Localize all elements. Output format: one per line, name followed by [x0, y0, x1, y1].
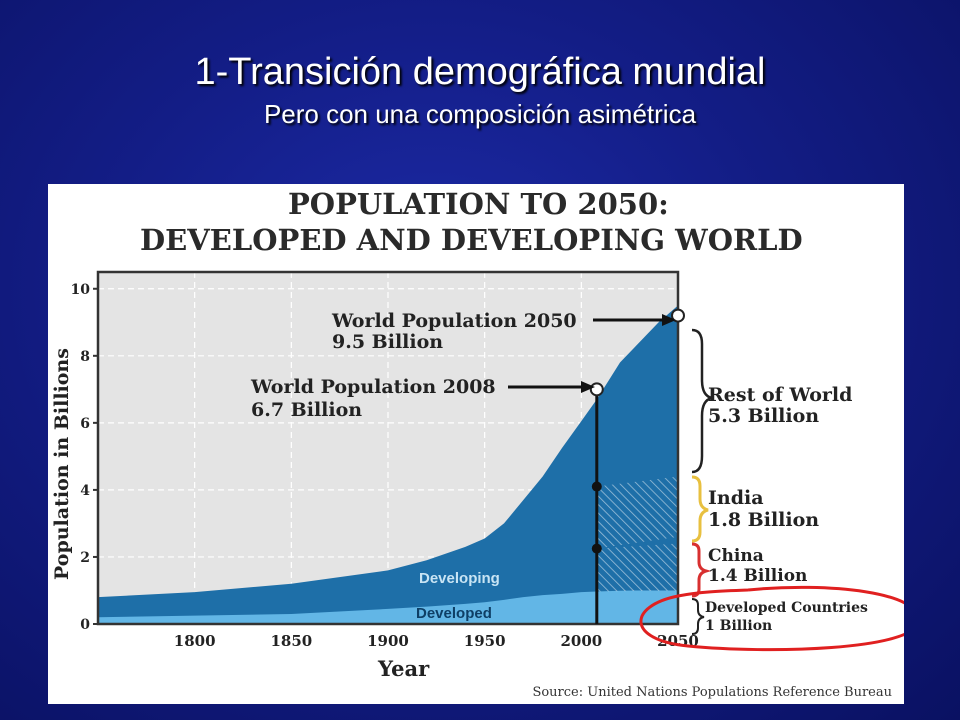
chart-figure: POPULATION TO 2050: DEVELOPED AND DEVELO…: [48, 184, 904, 704]
y-tick-label: 2: [80, 550, 90, 566]
y-axis-title: Population in Billions: [51, 348, 73, 580]
breakdown-rest-value: 5.3 Billion: [708, 405, 819, 427]
hatch-layer: [596, 476, 678, 592]
marker-filled: [591, 543, 602, 554]
y-tick-label: 6: [80, 416, 90, 432]
y-tick-label: 10: [71, 282, 91, 298]
annotation-wp2008-line2: 6.7 Billion: [251, 399, 362, 421]
breakdown-china-label: China: [708, 546, 764, 566]
area-developing: [98, 305, 678, 624]
plot-frame: [96, 270, 680, 626]
highlight-circle: [639, 585, 904, 652]
breakdown-china-value: 1.4 Billion: [708, 566, 807, 586]
chart-title-line1: POPULATION TO 2050:: [288, 187, 669, 221]
chart-title-line2: DEVELOPED AND DEVELOPING WORLD: [140, 223, 803, 257]
marker-layer: [589, 308, 685, 554]
breakdown-india-label: India: [708, 487, 764, 509]
brace-rest-of-world: [691, 328, 713, 474]
marker-open: [589, 382, 604, 397]
annotation-wp2050-line1: World Population 2050: [331, 310, 577, 332]
slide-title: 1-Transición demográfica mundial: [194, 51, 766, 93]
y-tick-label: 4: [80, 483, 90, 499]
x-tick-label: 1950: [464, 632, 506, 650]
arrow-2050-head: [662, 314, 676, 326]
x-axis-title: Year: [377, 656, 430, 681]
y-tick-label: 8: [80, 349, 90, 365]
breakdown-rest-label: Rest of World: [708, 384, 852, 406]
x-tick-label: 2000: [560, 632, 602, 650]
annotation-wp2050-line2: 9.5 Billion: [332, 331, 443, 353]
hatch-china: [596, 543, 678, 592]
brace-developed: [691, 598, 705, 635]
area-label-developing: Developing: [419, 570, 500, 587]
marker-filled: [591, 481, 602, 492]
x-tick-label: 1900: [367, 632, 409, 650]
area-label-developed: Developed: [416, 605, 492, 622]
brace-india: [691, 475, 709, 543]
y-tick-label: 0: [80, 617, 90, 633]
arrow-2008-head: [581, 381, 595, 393]
area-developed: [98, 590, 678, 624]
breakdown-india-value: 1.8 Billion: [708, 509, 819, 531]
x-tick-label: 1850: [270, 632, 312, 650]
hatch-india: [596, 476, 678, 549]
slide-subtitle: Pero con una composición asimétrica: [263, 99, 697, 129]
breakdown-developed-value: 1 Billion: [705, 618, 772, 634]
brace-china: [691, 542, 712, 598]
x-tick-label: 1800: [174, 632, 216, 650]
breakdown-developed-label: Developed Countries: [705, 600, 868, 616]
source-note: Source: United Nations Populations Refer…: [532, 685, 892, 700]
area-layer: [98, 305, 678, 624]
chart-svg: POPULATION TO 2050: DEVELOPED AND DEVELO…: [51, 187, 904, 700]
marker-open: [671, 308, 685, 323]
annotation-wp2008-line1: World Population 2008: [250, 376, 496, 398]
